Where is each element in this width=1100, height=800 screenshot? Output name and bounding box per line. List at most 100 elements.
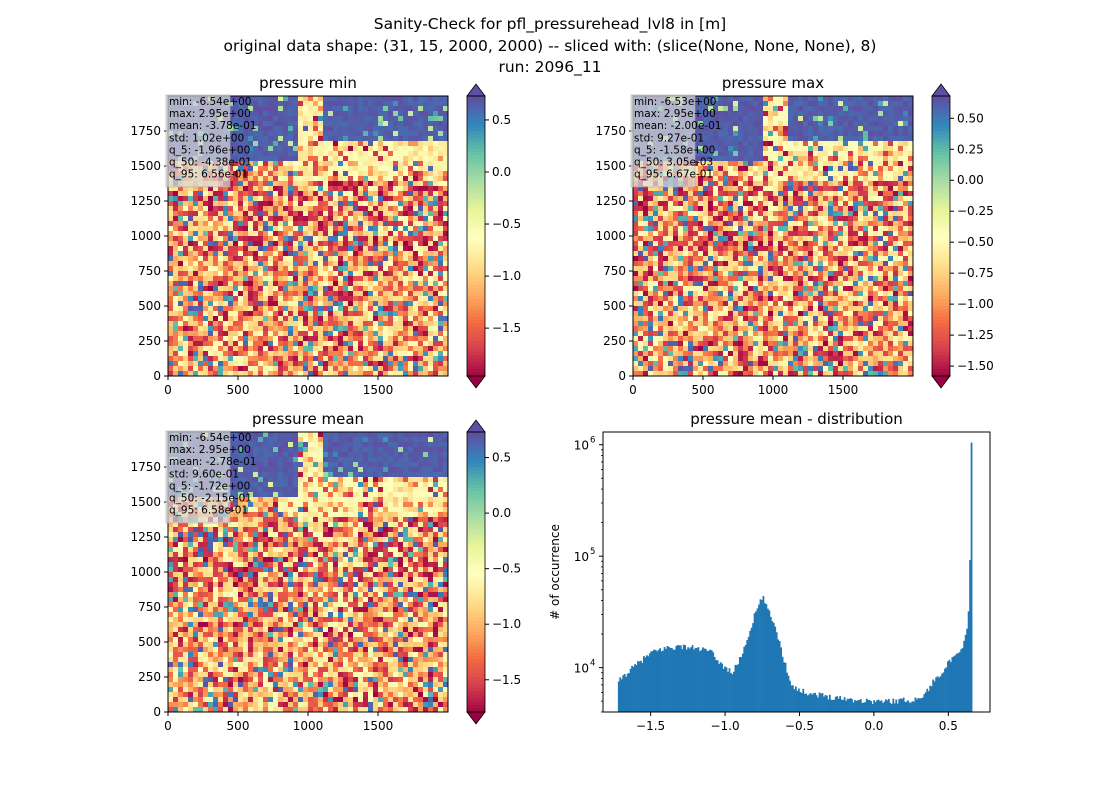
histogram-bar	[958, 652, 961, 712]
y-tick-label: 1500	[595, 159, 626, 173]
histogram-bar	[874, 702, 877, 712]
histogram-bar	[676, 645, 679, 712]
histogram-bar	[744, 644, 747, 712]
histogram-bar	[967, 611, 970, 712]
x-tick-label: 0.5	[939, 719, 958, 733]
histogram-bar	[793, 689, 796, 712]
histogram-bar	[672, 649, 675, 712]
histogram-bar	[640, 660, 642, 712]
histogram-bar	[921, 697, 924, 712]
histogram-bar	[749, 630, 752, 712]
colorbar-tick-label: 0.0	[492, 165, 511, 179]
histogram-bar	[899, 698, 902, 712]
histogram-bar	[948, 659, 951, 712]
histogram-bar	[721, 663, 723, 712]
y-tick-label: 1000	[130, 229, 161, 243]
panel-title: pressure mean	[252, 410, 364, 428]
histogram-bar	[660, 651, 663, 712]
stats-line: q_5: -1.58e+00	[634, 144, 715, 156]
suptitle-line-3: run: 2096_11	[498, 58, 601, 77]
histogram-bar	[622, 675, 625, 712]
histogram-bar	[691, 645, 694, 712]
histogram-bar	[820, 693, 822, 712]
histogram-bar	[950, 662, 952, 712]
y-tick-label: 1250	[595, 194, 626, 208]
histogram-bar	[831, 699, 834, 712]
histogram-bar	[718, 664, 721, 712]
histogram-bar	[961, 648, 964, 712]
histogram-bar	[797, 688, 800, 712]
colorbar: −1.5 −1.0 −0.5 0.0 0.5	[466, 419, 521, 725]
histogram-bar	[827, 699, 830, 712]
histogram-bar	[629, 668, 632, 712]
y-tick-label: 0	[153, 705, 161, 719]
stats-line: q_50: -4.38e-01	[169, 157, 252, 169]
histogram-bar	[762, 596, 765, 712]
histogram-bar	[706, 651, 709, 712]
histogram-bar	[870, 701, 873, 712]
colorbar-tick-label: −0.50	[957, 235, 994, 249]
histogram-bar	[635, 665, 638, 712]
histogram-bar	[952, 656, 955, 712]
y-tick-label: 500	[138, 635, 161, 649]
histogram-bar	[916, 699, 918, 712]
histogram-bar	[746, 640, 749, 712]
stats-line: std: 1.02e+00	[169, 132, 244, 144]
histogram-bar	[780, 647, 783, 712]
y-tick-label: 10	[574, 662, 589, 676]
histogram-bar	[756, 608, 759, 712]
y-tick-label: 1250	[130, 194, 161, 208]
histogram-bar	[886, 700, 889, 712]
histogram-bar	[769, 616, 772, 712]
histogram-bar	[637, 661, 639, 712]
histogram-bar	[741, 653, 744, 712]
x-tick-label: 1500	[828, 383, 859, 397]
histogram-bar	[890, 703, 893, 712]
histogram-bar	[733, 671, 735, 712]
x-tick-label: 500	[227, 383, 250, 397]
histogram-bar	[839, 695, 842, 712]
histogram-bar	[787, 675, 790, 712]
histogram-bar	[913, 701, 915, 712]
stats-line: q_50: 3.05e-03	[634, 157, 713, 169]
x-tick-label: 500	[692, 383, 715, 397]
histogram-bar	[927, 691, 930, 712]
histogram-bar	[671, 647, 673, 712]
histogram-bar	[713, 657, 716, 712]
x-tick-label: 0	[629, 383, 637, 397]
stats-line: q_5: -1.96e+00	[169, 144, 250, 156]
stats-line: q_95: 6.67e-01	[634, 169, 713, 181]
histogram-bar	[625, 676, 628, 712]
histogram-bar	[882, 703, 884, 712]
histogram-panel: pressure mean - distribution −1.5 −1.0 −0.5…	[548, 410, 991, 733]
y-tick-label: 10	[574, 439, 589, 453]
colorbar: −1.50 −1.25 −1.00 −0.75 −0.50 −0.25 0.00 0.25 0.…	[931, 83, 994, 389]
x-tick-label: 1500	[363, 719, 394, 733]
colorbar-tick-label: 0.5	[492, 113, 511, 127]
histogram-bar	[859, 699, 862, 712]
histogram-bar	[634, 664, 636, 712]
y-tick-label: 1000	[130, 565, 161, 579]
colorbar-tick-label: −1.50	[957, 359, 994, 373]
histogram-bar	[806, 695, 809, 712]
histogram-bar	[933, 681, 936, 712]
histogram-bar	[947, 661, 949, 712]
histogram-bar	[830, 699, 833, 712]
histogram-bar	[656, 651, 659, 712]
histogram-bar	[920, 698, 923, 712]
histogram-bar	[710, 650, 713, 712]
heatmap-panel-1: pressure min 0 500 1000 1500 0 250 500 750 1000 12…	[130, 74, 521, 397]
histogram-bar	[700, 650, 703, 712]
histogram-bar	[687, 647, 690, 712]
histogram-bar	[892, 698, 895, 712]
histogram-bar	[895, 699, 898, 712]
histogram-bar	[709, 649, 712, 712]
histogram-bar	[868, 700, 871, 712]
histogram-bar	[771, 621, 774, 712]
stats-line: q_5: -1.72e+00	[169, 480, 250, 492]
histogram-bar	[728, 668, 731, 712]
histogram-bar	[722, 668, 725, 712]
y-tick-label: 1500	[130, 159, 161, 173]
colorbar-extend-min	[466, 711, 486, 725]
